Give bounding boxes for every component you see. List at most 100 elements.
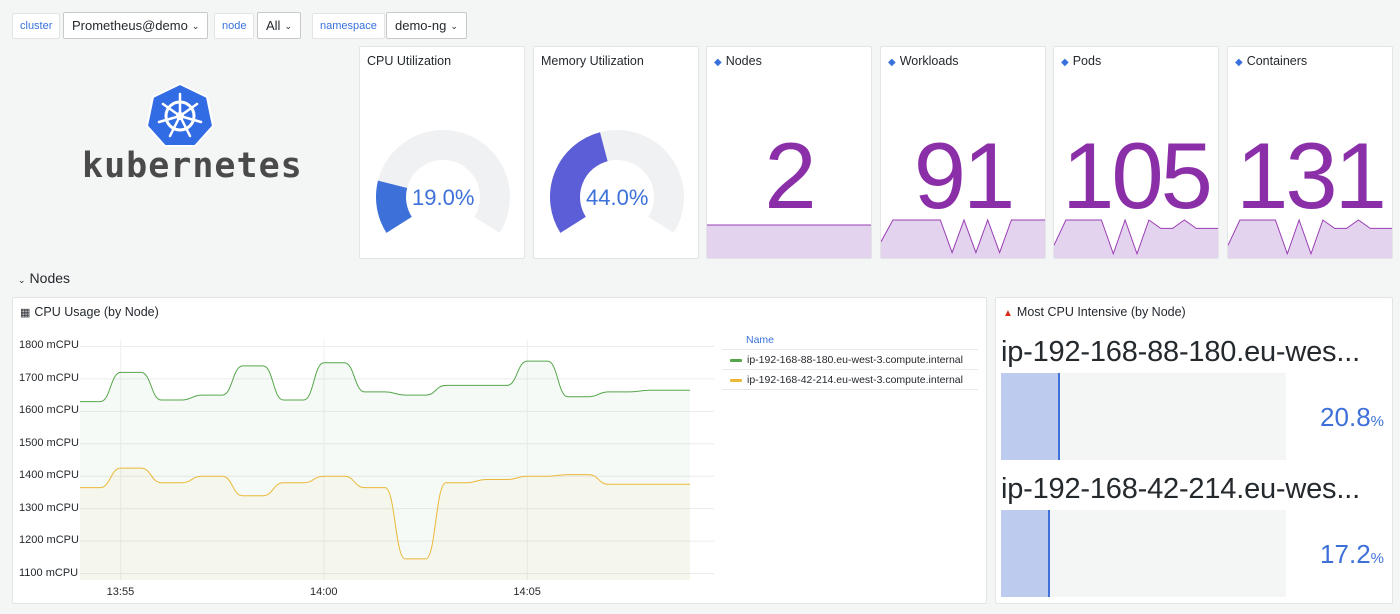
panel-title: CPU Utilization <box>367 54 452 68</box>
intensive-item-name: ip-192-168-88-180.eu-wes... <box>1001 336 1360 368</box>
panel-title: ◆ Nodes <box>714 54 762 68</box>
warning-triangle-icon: ▲ <box>1003 308 1013 319</box>
node-variable-select[interactable]: All ⌄ <box>257 12 301 39</box>
legend-label: ip-192-168-88-180.eu-west-3.compute.inte… <box>747 354 963 366</box>
legend-divider <box>722 389 978 390</box>
intensive-bar-fill <box>1001 510 1051 597</box>
panel-title: ▦ CPU Usage (by Node) <box>20 305 159 319</box>
nodes-stat-value: 2 <box>764 123 816 228</box>
sparkline-area <box>1054 220 1218 258</box>
cpu-usage-chart <box>80 340 714 580</box>
namespace-variable-select[interactable]: demo-ng ⌄ <box>386 12 467 39</box>
cluster-variable-select[interactable]: Prometheus@demo ⌄ <box>63 12 209 39</box>
chevron-down-icon: ⌄ <box>18 275 26 285</box>
sparkline-line <box>1054 218 1218 256</box>
kubernetes-wordmark: kubernetes <box>82 146 303 186</box>
value-number: 17.2 <box>1320 539 1371 569</box>
y-tick-label: 1800 mCPU <box>19 339 79 352</box>
kubernetes-helm-wheel-icon <box>145 82 215 147</box>
memory-utilization-value: 44.0% <box>586 185 649 210</box>
legend-item-node-42-214[interactable]: ip-192-168-42-214.eu-west-3.compute.inte… <box>730 374 963 386</box>
panel-title: ◆ Containers <box>1235 54 1307 68</box>
stat-title: Nodes <box>725 54 762 68</box>
legend-swatch <box>730 358 742 362</box>
cpu-utilization-gauge <box>376 130 510 233</box>
chevron-down-icon: ⌄ <box>284 21 292 31</box>
sparkline-area <box>881 220 1045 258</box>
y-tick-label: 1100 mCPU <box>19 566 79 579</box>
legend-divider <box>722 369 978 370</box>
stat-title: Pods <box>1072 54 1102 68</box>
chevron-down-icon: ⌄ <box>191 21 200 31</box>
gauge-fill <box>550 132 609 233</box>
containers-sparkline <box>1228 218 1392 258</box>
sparkline-area <box>707 225 871 258</box>
series-line-1 <box>80 467 690 560</box>
y-tick-label: 1600 mCPU <box>19 404 79 417</box>
info-diamond-icon: ◆ <box>1235 57 1243 68</box>
panel-title: ◆ Pods <box>1061 54 1101 68</box>
cpu-usage-panel[interactable]: ▦ CPU Usage (by Node) <box>12 297 987 604</box>
y-tick-label: 1400 mCPU <box>19 469 79 482</box>
workloads-sparkline <box>881 218 1045 258</box>
legend-divider <box>722 349 978 350</box>
memory-utilization-panel[interactable]: Memory Utilization 44.0% <box>533 46 699 259</box>
series-area <box>80 361 690 580</box>
legend-item-node-88-180[interactable]: ip-192-168-88-180.eu-west-3.compute.inte… <box>730 354 963 366</box>
node-variable-label: node <box>214 13 255 39</box>
y-tick-label: 1700 mCPU <box>19 371 79 384</box>
intensive-item-name: ip-192-168-42-214.eu-wes... <box>1001 473 1360 505</box>
value-unit: % <box>1370 413 1384 430</box>
x-tick-label: 13:55 <box>106 586 135 598</box>
intensive-bar-track <box>1001 373 1286 460</box>
y-tick-label: 1300 mCPU <box>19 501 79 514</box>
intensive-bar-fill <box>1001 373 1061 460</box>
info-diamond-icon: ◆ <box>1061 57 1069 68</box>
gauge-fill <box>376 180 413 233</box>
cluster-variable-label: cluster <box>12 13 61 39</box>
panel-title-text: Most CPU Intensive (by Node) <box>1016 305 1186 319</box>
panel-title: ◆ Workloads <box>888 54 959 68</box>
stat-title: Workloads <box>899 54 959 68</box>
legend-label: ip-192-168-42-214.eu-west-3.compute.inte… <box>747 374 963 386</box>
intensive-bar-track <box>1001 510 1286 597</box>
sparkline-line <box>1228 218 1392 256</box>
cpu-utilization-panel[interactable]: CPU Utilization 19.0% <box>359 46 525 259</box>
workloads-stat-value: 91 <box>913 123 1016 228</box>
series-line-0 <box>80 360 690 403</box>
legend-header[interactable]: Name <box>746 334 775 346</box>
pods-sparkline <box>1054 218 1218 258</box>
memory-utilization-gauge <box>550 130 684 233</box>
legend-swatch <box>730 378 742 382</box>
info-diamond-icon: ◆ <box>888 57 896 68</box>
row-title-text: Nodes <box>29 270 71 286</box>
info-diamond-icon: ◆ <box>714 57 722 68</box>
namespace-variable-label: namespace <box>312 13 385 39</box>
kubernetes-logo: kubernetes <box>82 82 302 192</box>
nodes-stat-panel[interactable]: ◆ Nodes 2 <box>706 46 872 259</box>
intensive-item-value: 20.8% <box>1320 402 1384 433</box>
sparkline-area <box>1228 220 1392 258</box>
node-icon: ▦ <box>20 307 31 319</box>
sparkline-line <box>881 218 1045 255</box>
y-tick-label: 1200 mCPU <box>19 534 79 547</box>
panel-title: ▲ Most CPU Intensive (by Node) <box>1003 305 1186 319</box>
y-tick-label: 1500 mCPU <box>19 436 79 449</box>
value-number: 20.8 <box>1320 402 1371 432</box>
value-unit: % <box>1370 550 1384 567</box>
containers-stat-panel[interactable]: ◆ Containers 131 <box>1227 46 1393 259</box>
stat-title: Containers <box>1246 54 1308 68</box>
panel-title-text: CPU Usage (by Node) <box>34 305 159 319</box>
pods-stat-panel[interactable]: ◆ Pods 105 <box>1053 46 1219 259</box>
pods-stat-value: 105 <box>1062 123 1213 228</box>
cpu-utilization-value: 19.0% <box>412 185 475 210</box>
chevron-down-icon: ⌄ <box>450 21 458 31</box>
series-area <box>80 468 690 580</box>
intensive-item-value: 17.2% <box>1320 539 1384 570</box>
panel-title: Memory Utilization <box>541 54 644 68</box>
x-tick-label: 14:05 <box>513 586 541 598</box>
nodes-row-header[interactable]: ⌄ Nodes <box>18 270 70 286</box>
nodes-sparkline <box>707 224 871 258</box>
workloads-stat-panel[interactable]: ◆ Workloads 91 <box>880 46 1046 259</box>
containers-stat-value: 131 <box>1236 123 1387 228</box>
